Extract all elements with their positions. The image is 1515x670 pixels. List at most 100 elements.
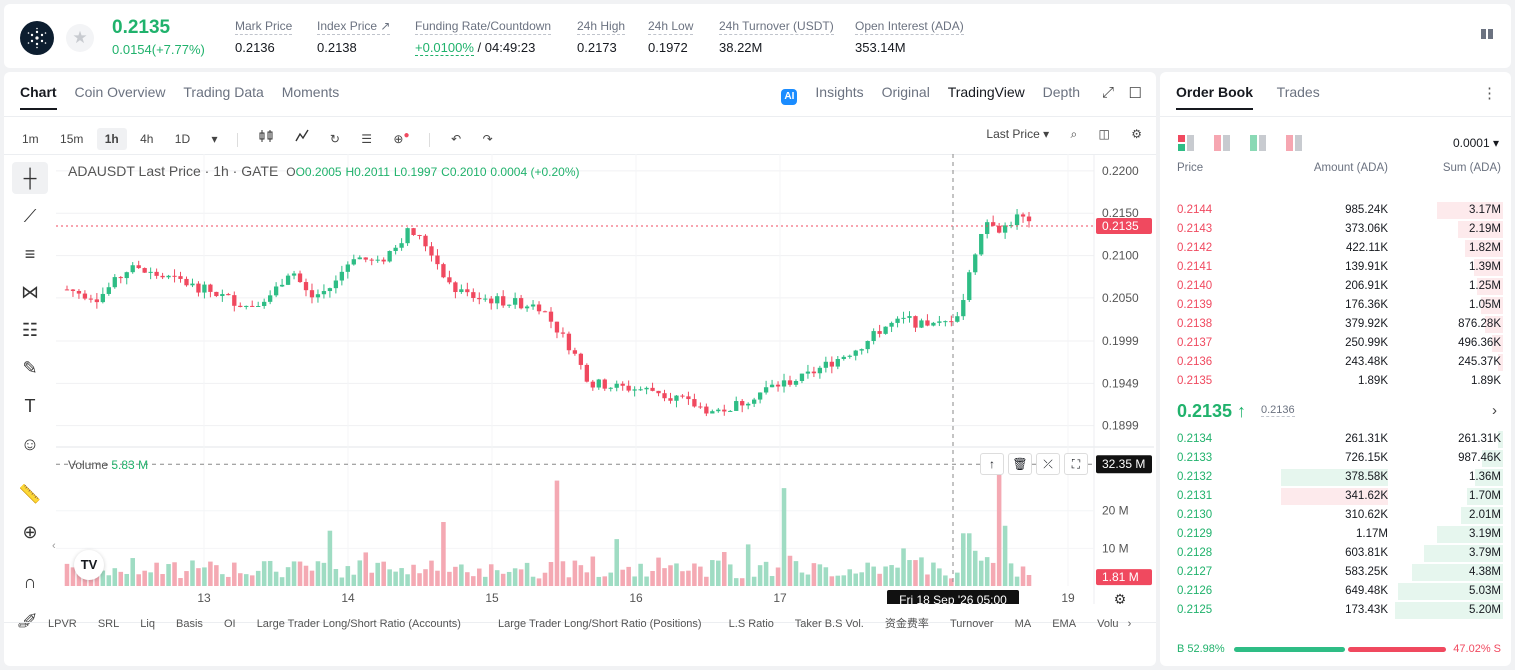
fib-tool-icon[interactable]: ☷ [21, 319, 39, 340]
ind-lt-positions[interactable]: Large Trader Long/Short Ratio (Positions… [497, 618, 702, 630]
interval-1d[interactable]: 1D [174, 132, 191, 146]
ind-volume[interactable]: Volu [1097, 618, 1119, 630]
emoji-tool-icon[interactable]: ☺ [20, 433, 40, 454]
ind-lt-accounts[interactable]: Large Trader Long/Short Ratio (Accounts) [256, 618, 461, 630]
interval-1h[interactable]: 1h [96, 128, 127, 150]
ind-ema[interactable]: EMA [1052, 618, 1077, 630]
ind-basis[interactable]: Basis [176, 618, 203, 630]
interval-1m[interactable]: 1m [22, 132, 39, 146]
ind-oi[interactable]: OI [224, 618, 236, 630]
tab-chart[interactable]: Chart [20, 84, 57, 110]
ask-row[interactable]: 0.2139 176.36K 1.05M [1160, 296, 1511, 315]
more-vertical-icon[interactable]: ⋮ [1482, 85, 1497, 102]
asks-only-icon[interactable] [1214, 135, 1232, 151]
ask-row[interactable]: 0.2141 139.91K 1.39M [1160, 258, 1511, 277]
ind-funding[interactable]: 资金费率 [884, 618, 929, 630]
ask-row[interactable]: 0.2138 379.92K 876.28K [1160, 315, 1511, 334]
tab-depth[interactable]: Depth [1042, 84, 1080, 100]
undo-icon[interactable]: ↶ [451, 132, 462, 146]
pencil-icon[interactable]: ✏ [18, 618, 29, 633]
move-up-icon[interactable]: ↑ [980, 453, 1004, 475]
ask-row[interactable]: 0.2136 243.48K 245.37K [1160, 353, 1511, 372]
volume-bar [315, 561, 321, 586]
candle-body [578, 353, 584, 365]
tab-order-book[interactable]: Order Book [1176, 84, 1254, 110]
interval-15m[interactable]: 15m [60, 132, 84, 146]
horizontal-lines-tool-icon[interactable]: ≡ [24, 243, 36, 264]
collapse-pane-icon[interactable]: ⤫ [1036, 453, 1060, 475]
ask-row[interactable]: 0.2135 1.89K 1.89K [1160, 372, 1511, 391]
bid-row[interactable]: 0.2127 583.25K 4.38M [1160, 563, 1511, 582]
bid-row[interactable]: 0.2126 649.48K 5.03M [1160, 582, 1511, 601]
guide-book-icon[interactable] [1479, 26, 1497, 44]
bid-row[interactable]: 0.2131 341.62K 1.70M [1160, 487, 1511, 506]
tab-trading-data[interactable]: Trading Data [183, 84, 264, 100]
edit-lock-tool-icon[interactable]: ✐ [22, 609, 38, 630]
replay-icon[interactable]: ↻ [329, 132, 340, 146]
ind-ls-ratio[interactable]: L.S Ratio [728, 618, 774, 630]
ind-turnover[interactable]: Turnover [949, 618, 994, 630]
add-alert-icon[interactable]: ⊕● [393, 130, 410, 146]
ind-ma[interactable]: MA [1014, 618, 1032, 630]
maximize-pane-icon[interactable]: ⛶ [1064, 453, 1088, 475]
asks-red-icon[interactable] [1286, 135, 1304, 151]
tab-trades[interactable]: Trades [1276, 84, 1320, 100]
crosshair-tool-icon[interactable]: ┼ [12, 162, 48, 194]
ind-lpvr[interactable]: LPVR [48, 618, 77, 630]
stat-index-price[interactable]: Index Price ↗ 0.2138 [317, 19, 391, 55]
delete-pane-icon[interactable]: 🗑 [1008, 453, 1032, 475]
candle-type-icon[interactable] [251, 125, 281, 150]
favorite-star-icon[interactable]: ★ [66, 24, 94, 52]
insights-button[interactable]: AI Insights [767, 84, 864, 105]
text-tool-icon[interactable]: T [24, 395, 36, 416]
window-icon[interactable]: ☐ [1128, 85, 1142, 102]
row-price: 0.2128 [1177, 547, 1213, 559]
interval-dropdown-icon[interactable]: ▾ [211, 132, 218, 146]
ruler-tool-icon[interactable]: 📏 [18, 483, 42, 504]
interval-4h[interactable]: 4h [140, 132, 154, 146]
tab-moments[interactable]: Moments [281, 84, 340, 100]
indicator-more-icon[interactable]: › [1127, 618, 1132, 630]
redo-icon[interactable]: ↷ [482, 132, 493, 146]
bid-row[interactable]: 0.2128 603.81K 3.79M [1160, 544, 1511, 563]
expand-icon[interactable]: ⤢ [1101, 84, 1114, 101]
tab-tradingview[interactable]: TradingView [947, 84, 1025, 100]
ind-taker-vol[interactable]: Taker B.S Vol. [794, 618, 864, 630]
settings-gear-icon[interactable]: ⚙ [1131, 127, 1142, 141]
bid-row[interactable]: 0.2130 310.62K 2.01M [1160, 506, 1511, 525]
bids-only-icon[interactable] [1250, 135, 1268, 151]
pattern-tool-icon[interactable]: ⋈ [21, 281, 39, 302]
magnet-tool-icon[interactable]: ∩ [23, 571, 37, 592]
trendline-tool-icon[interactable]: ⟋ [23, 205, 37, 226]
ind-liq[interactable]: Liq [140, 618, 155, 630]
tab-coin-overview[interactable]: Coin Overview [74, 84, 166, 100]
tradingview-logo-icon[interactable]: TV [74, 550, 104, 580]
tab-original[interactable]: Original [881, 84, 930, 100]
row-amount: 649.48K [1345, 585, 1388, 597]
candle-body [363, 257, 368, 260]
chevron-right-icon[interactable]: › [1492, 402, 1497, 419]
ask-row[interactable]: 0.2142 422.11K 1.82M [1160, 239, 1511, 258]
search-icon[interactable]: ⌕ [1070, 127, 1078, 141]
indicators-icon[interactable] [287, 125, 317, 150]
scroll-left-icon[interactable]: ‹ [52, 540, 56, 552]
bid-row[interactable]: 0.2133 726.15K 987.46K [1160, 449, 1511, 468]
template-icon[interactable]: ☰ [361, 132, 373, 146]
precision-select[interactable]: 0.0001 ▾ [1452, 136, 1499, 150]
stat-funding-rate[interactable]: Funding Rate/Countdown +0.0100% / 04:49:2… [415, 19, 552, 56]
ask-row[interactable]: 0.2143 373.06K 2.19M [1160, 220, 1511, 239]
candlestick-chart[interactable]: 0.2200 0.2150 0.2100 0.2050 0.1999 0.1949 0.18… [56, 154, 1156, 604]
bid-row[interactable]: 0.2134 261.31K 261.31K [1160, 430, 1511, 449]
both-sides-icon[interactable] [1178, 135, 1196, 151]
bid-row[interactable]: 0.2132 378.58K 1.36M [1160, 468, 1511, 487]
ask-row[interactable]: 0.2137 250.99K 496.36K [1160, 334, 1511, 353]
bid-row[interactable]: 0.2129 1.17M 3.19M [1160, 525, 1511, 544]
ask-row[interactable]: 0.2144 985.24K 3.17M [1160, 201, 1511, 220]
screenshot-icon[interactable]: ◫ [1098, 127, 1110, 141]
ind-srl[interactable]: SRL [97, 618, 120, 630]
bid-row[interactable]: 0.2125 173.43K 5.20M [1160, 601, 1511, 620]
ask-row[interactable]: 0.2140 206.91K 1.25M [1160, 277, 1511, 296]
brush-tool-icon[interactable]: ✎ [22, 357, 38, 378]
price-type-select[interactable]: Last Price ▾ [986, 127, 1050, 141]
zoom-in-tool-icon[interactable]: ⊕ [22, 521, 38, 542]
